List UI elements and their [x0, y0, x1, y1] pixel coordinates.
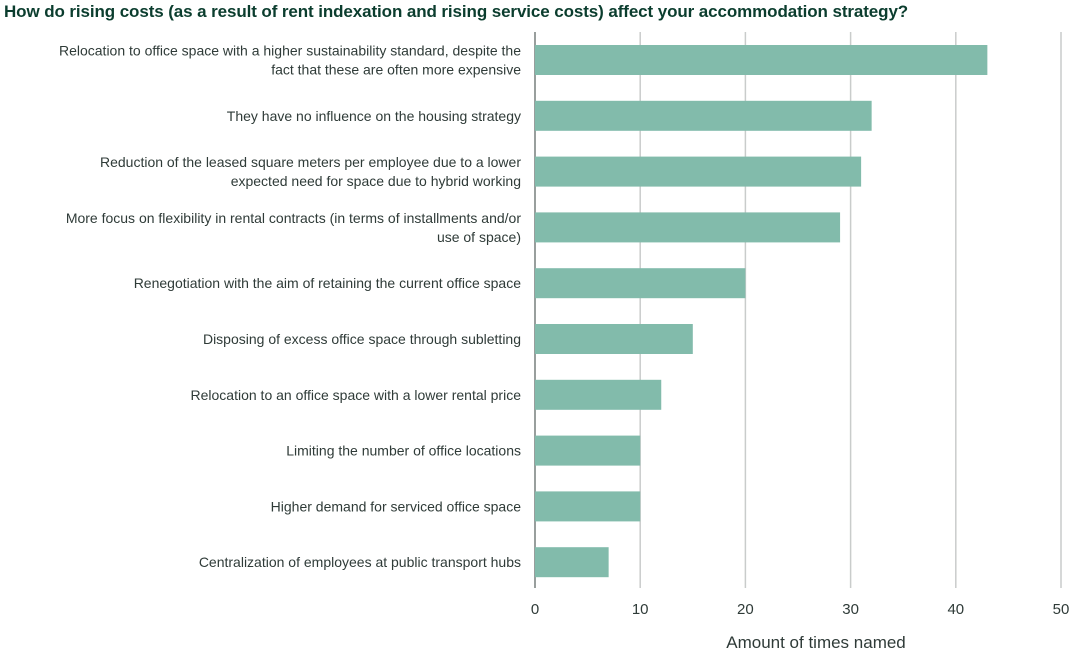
x-axis-title: Amount of times named: [726, 633, 906, 652]
category-label: More focus on flexibility in rental cont…: [66, 210, 522, 245]
bar: [535, 547, 609, 578]
bar: [535, 268, 746, 299]
category-label: Limiting the number of office locations: [286, 443, 521, 459]
category-label: Reduction of the leased square meters pe…: [100, 154, 521, 189]
bars: [535, 45, 988, 578]
category-labels: Relocation to office space with a higher…: [59, 43, 521, 571]
category-label: They have no influence on the housing st…: [227, 108, 521, 124]
category-label: Renegotiation with the aim of retaining …: [134, 275, 522, 291]
x-tick-label: 20: [737, 601, 754, 618]
bar: [535, 379, 662, 410]
bar: [535, 435, 641, 466]
category-label: Relocation to office space with a higher…: [59, 43, 521, 78]
x-tick-label: 50: [1053, 601, 1070, 618]
category-label: Centralization of employees at public tr…: [199, 554, 521, 570]
chart-title: How do rising costs (as a result of rent…: [4, 2, 909, 21]
x-tick-label: 0: [531, 601, 539, 618]
x-axis-ticks: 0 10 20 30 40 50: [531, 601, 1070, 618]
x-tick-label: 10: [632, 601, 649, 618]
category-label: Disposing of excess office space through…: [203, 331, 521, 347]
bar: [535, 156, 862, 187]
bar: [535, 324, 693, 354]
bar: [535, 491, 641, 522]
bar: [535, 45, 988, 75]
bar: [535, 100, 872, 131]
x-tick-label: 40: [947, 601, 964, 618]
x-tick-label: 30: [842, 601, 859, 618]
category-label: Relocation to an office space with a low…: [191, 387, 522, 403]
bar: [535, 212, 841, 243]
category-label: Higher demand for serviced office space: [271, 498, 522, 514]
